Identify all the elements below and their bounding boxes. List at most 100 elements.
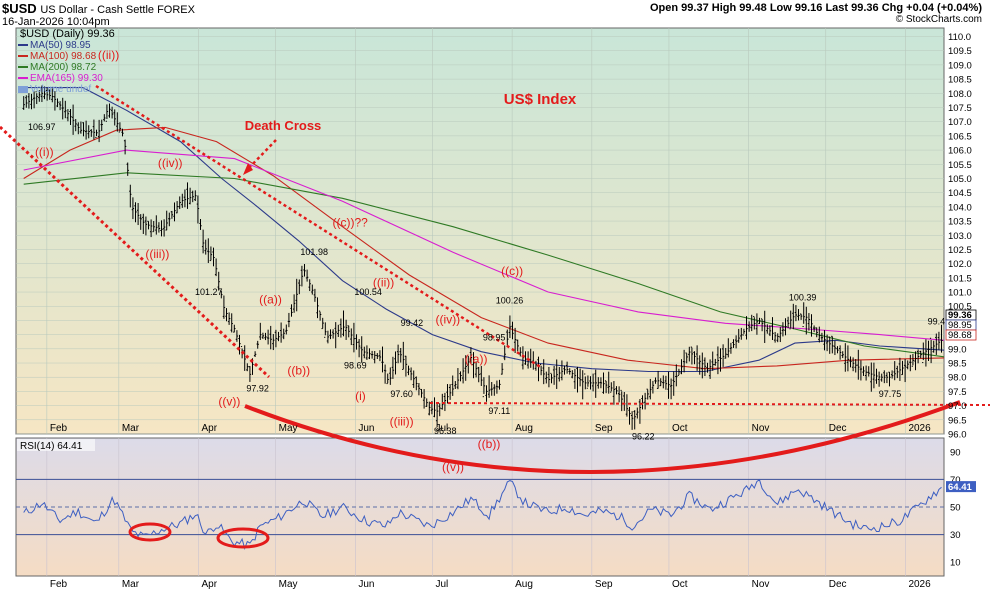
y-tick-label: 105.5 (948, 160, 972, 171)
y-tick-label: 102.5 (948, 245, 972, 256)
x-tick-label: Apr (202, 423, 218, 434)
y-tick-label: 106.0 (948, 146, 972, 157)
legend-label: EMA(165) 99.30 (30, 73, 103, 84)
wave-label: ((iii)) (145, 247, 169, 261)
price-label: 96.22 (632, 432, 655, 442)
chart-symbol: $USD (2, 1, 37, 16)
rsi-last-value: 64.41 (948, 482, 972, 493)
death-cross-arrowhead (243, 163, 253, 175)
price-label: 100.54 (354, 287, 382, 297)
x-tick-label: Aug (515, 423, 533, 434)
price-label: 98.95 (483, 332, 506, 342)
y-tick-label: 103.5 (948, 217, 972, 228)
legend-label: Volume undef (30, 84, 92, 95)
wave-label: (i) (355, 389, 366, 403)
rsi-y-tick-label: 50 (950, 503, 961, 514)
price-label: 97.92 (246, 383, 269, 393)
wave-label: ((ii)) (98, 48, 119, 62)
last-value-label: 99.36 (948, 310, 972, 321)
legend-label: $USD (Daily) 99.36 (20, 28, 115, 40)
rsi-x-tick-label: Jul (435, 579, 448, 590)
x-tick-label: Oct (672, 423, 688, 434)
legend-item: MA(50) 98.95 (18, 40, 115, 51)
x-tick-label: May (279, 423, 298, 434)
rsi-title: RSI(14) 64.41 (20, 441, 83, 452)
rsi-x-tick-label: Apr (202, 579, 218, 590)
y-tick-label: 104.5 (948, 188, 972, 199)
legend-item: EMA(165) 99.30 (18, 73, 115, 84)
wave-label: ((v)) (218, 395, 240, 409)
price-label: 97.11 (488, 406, 510, 416)
y-tick-label: 96.0 (948, 430, 967, 441)
rsi-title-box (17, 439, 95, 451)
channel-line-lower (0, 125, 271, 379)
wave-label: ((a)) (259, 292, 282, 306)
rsi-x-tick-label: Oct (672, 579, 688, 590)
rsi-x-tick-label: Dec (829, 579, 847, 590)
price-label: 97.75 (879, 389, 902, 399)
rsi-last-box (946, 481, 976, 493)
credit-link[interactable]: © StockCharts.com (895, 14, 982, 25)
y-tick-label: 99.0 (948, 344, 967, 355)
price-label: 100.39 (789, 293, 817, 303)
legend-swatch (18, 77, 28, 80)
legend: $USD (Daily) 99.36 MA(50) 98.95 MA(100) 98… (18, 29, 115, 95)
price-label: 101.27 (195, 287, 223, 297)
legend-swatch (18, 85, 28, 93)
rsi-x-tick-label: Feb (50, 579, 68, 590)
legend-item: $USD (Daily) 99.36 (18, 29, 115, 40)
chart-title: US$ Index (504, 91, 577, 108)
price-label: 101.98 (300, 247, 328, 257)
wave-label: ((ii)) (373, 275, 394, 289)
rsi-x-tick-label: Mar (122, 579, 140, 590)
y-tick-label: 101.0 (948, 288, 972, 299)
legend-label: MA(100) 98.68 (30, 51, 97, 62)
price-label: 100.26 (496, 295, 524, 305)
price-panel (15, 27, 945, 435)
rsi-y-tick-label: 10 (950, 558, 961, 569)
rsi-y-tick-label: 30 (950, 530, 961, 541)
x-tick-label: Feb (50, 423, 68, 434)
y-tick-label: 96.5 (948, 415, 967, 426)
y-tick-label: 102.0 (948, 259, 972, 270)
chart-name: US Dollar - Cash Settle FOREX (40, 4, 195, 16)
wave-label: ((v)) (442, 460, 464, 474)
legend-item: Volume undef (18, 84, 115, 95)
channel-line-upper (95, 84, 543, 370)
y-tick-label: 98.5 (948, 359, 967, 370)
oversold-circle (216, 527, 270, 549)
rsi-x-tick-label: Aug (515, 579, 533, 590)
death-cross-arrow (245, 139, 277, 172)
x-tick-label: Dec (829, 423, 847, 434)
legend-label: MA(50) 98.95 (30, 40, 91, 51)
y-tick-label: 110.0 (948, 32, 971, 43)
rsi-x-tick-label: Jun (358, 579, 374, 590)
death-cross-label: Death Cross (245, 118, 322, 133)
wave-label: ((c))?? (333, 216, 369, 230)
x-tick-label: 2026 (908, 423, 931, 434)
rsi-x-tick-label: Nov (752, 579, 770, 590)
y-tick-label: 98.0 (948, 373, 967, 384)
price-label: 99.49 (928, 317, 951, 327)
rsi-y-tick-label: 90 (950, 447, 961, 458)
wave-label: ((iv)) (158, 156, 183, 170)
series-line-ma100 (23, 126, 944, 370)
rsi-y-tick-label: 70 (950, 475, 961, 486)
wave-label: ((b)) (287, 363, 310, 377)
y-tick-label: 107.0 (948, 117, 972, 128)
wave-label: ((c)) (501, 264, 523, 278)
y-tick-label: 103.0 (948, 231, 972, 242)
legend-item: MA(200) 98.72 (18, 62, 115, 73)
x-tick-label: Jul (435, 423, 448, 434)
legend-swatch (18, 66, 28, 69)
rsi-x-tick-label: 2026 (908, 579, 931, 590)
wave-label: ((i)) (35, 145, 54, 159)
y-tick-label: 106.5 (948, 131, 972, 142)
wave-label: ((b)) (478, 437, 501, 451)
x-tick-label: Sep (595, 423, 613, 434)
rsi-line (23, 478, 942, 550)
legend-swatch (18, 55, 28, 58)
y-tick-label: 107.5 (948, 103, 972, 114)
